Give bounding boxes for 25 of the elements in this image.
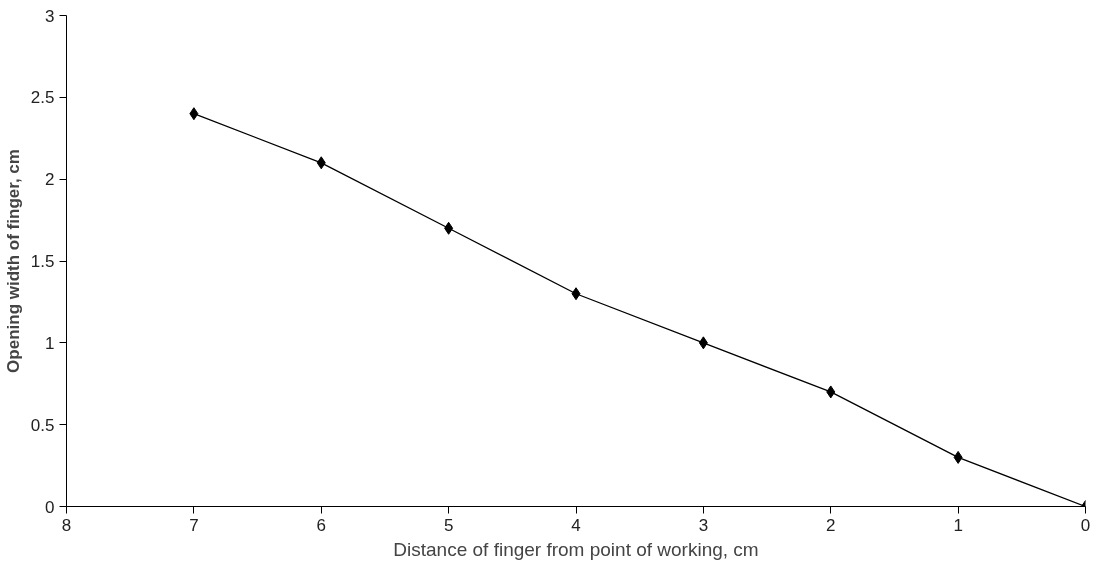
x-axis-title: Distance of finger from point of working, cm <box>393 538 759 560</box>
y-tick-label: 2.5 <box>30 88 55 108</box>
x-tick-label: 2 <box>826 515 836 535</box>
y-tick-label: 0 <box>45 497 55 517</box>
point <box>189 107 199 121</box>
point <box>698 336 708 350</box>
y-tick-label: 0.5 <box>30 415 55 435</box>
x-tick-label: 7 <box>189 515 199 535</box>
x-tick-label: 0 <box>1080 515 1091 535</box>
y-tick-label: 1 <box>45 333 55 353</box>
point <box>826 385 836 399</box>
x-tick-label: 5 <box>443 515 454 535</box>
point <box>444 221 454 235</box>
x-tick-label: 3 <box>698 515 709 535</box>
y-tick-label: 2 <box>45 170 55 190</box>
y-tick-label: 1.5 <box>30 252 55 271</box>
x-tick-label: 1 <box>953 515 963 535</box>
point <box>953 450 963 464</box>
x-tick-label: 4 <box>571 515 581 535</box>
x-tick-label: 8 <box>61 515 72 535</box>
x-tick-label: 6 <box>316 515 326 535</box>
point <box>571 287 581 301</box>
y-tick-label: 3 <box>45 6 55 26</box>
point <box>316 156 326 170</box>
y-axis-title: Opening width of finger, cm <box>3 149 23 373</box>
